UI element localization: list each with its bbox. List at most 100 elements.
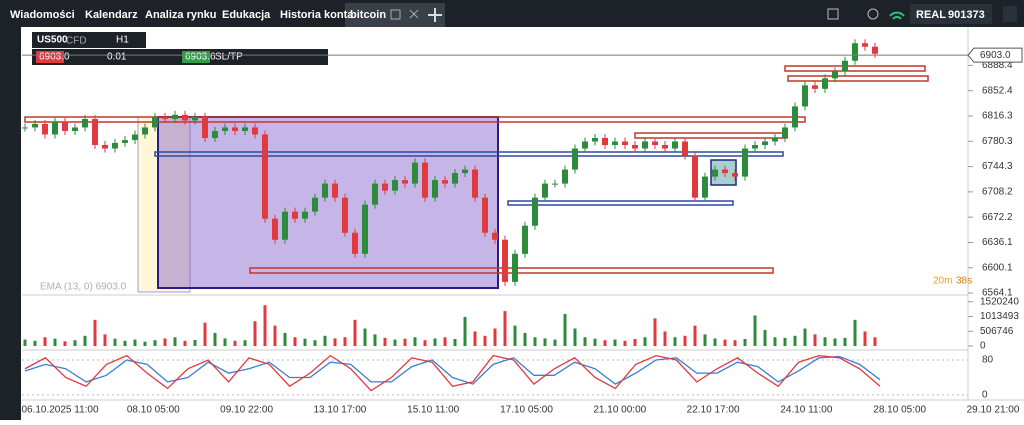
volume-bar bbox=[163, 338, 167, 346]
candle bbox=[32, 123, 38, 128]
account-box[interactable] bbox=[910, 4, 992, 24]
candle bbox=[362, 204, 368, 254]
candle bbox=[462, 169, 468, 174]
level[interactable] bbox=[634, 132, 788, 139]
volume-bar bbox=[63, 341, 67, 346]
tab[interactable]: Analiza rynku bbox=[145, 9, 217, 21]
volume-bar bbox=[123, 340, 127, 346]
buy-price[interactable]: 6903.6 bbox=[185, 52, 216, 63]
tab[interactable]: bitcoin bbox=[350, 9, 386, 21]
volume-bar bbox=[763, 330, 767, 346]
tab[interactable]: Edukacja bbox=[222, 9, 271, 21]
y-tick-label: 6672.2 bbox=[982, 212, 1013, 223]
level[interactable] bbox=[507, 200, 734, 206]
volume-bar bbox=[73, 340, 77, 346]
volume-bar bbox=[103, 334, 107, 346]
volume-bar bbox=[503, 311, 507, 346]
volume-bar bbox=[273, 325, 277, 346]
y-tick-label: 6636.1 bbox=[982, 237, 1013, 248]
account-id: 901373 bbox=[948, 9, 985, 21]
candle bbox=[292, 211, 298, 219]
volume-bar bbox=[433, 338, 437, 346]
tab[interactable]: Historia konta bbox=[280, 9, 354, 21]
candle bbox=[772, 137, 778, 142]
candle bbox=[492, 232, 498, 240]
candle bbox=[802, 85, 808, 107]
add-tab[interactable] bbox=[428, 8, 442, 22]
symbol[interactable]: US500 bbox=[37, 35, 68, 46]
volume-bar bbox=[53, 338, 57, 346]
level[interactable] bbox=[249, 267, 774, 274]
y-tick-label: 6852.4 bbox=[982, 85, 1013, 96]
sell-button[interactable] bbox=[36, 51, 64, 63]
menu[interactable] bbox=[1003, 6, 1017, 22]
candle bbox=[652, 141, 658, 146]
level[interactable] bbox=[787, 75, 929, 82]
icon[interactable] bbox=[827, 8, 839, 20]
sell-price[interactable]: 6903.0 bbox=[39, 52, 70, 63]
volume-bar bbox=[383, 337, 387, 346]
price-tag-label: 6903.0 bbox=[980, 50, 1011, 61]
candle bbox=[382, 183, 388, 191]
y-tick-label: 6564.1 bbox=[982, 288, 1013, 299]
level[interactable] bbox=[24, 116, 806, 123]
tab[interactable]: Wiadomości bbox=[10, 9, 75, 21]
volume-bar bbox=[443, 337, 447, 346]
candle bbox=[282, 211, 288, 240]
popout-icon[interactable] bbox=[390, 9, 401, 20]
candle bbox=[852, 43, 858, 61]
zone[interactable] bbox=[157, 116, 499, 289]
level[interactable] bbox=[784, 65, 926, 72]
candle bbox=[522, 225, 528, 254]
level[interactable] bbox=[154, 151, 784, 157]
volume-bar bbox=[693, 325, 697, 346]
volume-input[interactable]: 0.01 bbox=[107, 52, 127, 63]
volume-bar bbox=[643, 337, 647, 346]
candle bbox=[22, 127, 28, 129]
candle bbox=[262, 134, 268, 219]
volume-bar bbox=[233, 340, 237, 346]
volume-bar bbox=[343, 337, 347, 346]
buy-button[interactable] bbox=[182, 51, 210, 63]
volume-bar bbox=[833, 338, 837, 346]
volume-bar bbox=[473, 331, 477, 346]
volume-bar bbox=[263, 305, 267, 346]
volume-bar bbox=[853, 319, 857, 346]
sltp-button[interactable]: SL/TP bbox=[215, 52, 243, 63]
candle bbox=[272, 218, 278, 240]
volume-bar bbox=[593, 338, 597, 346]
x-tick-label: 29.10 21:00 bbox=[967, 405, 1020, 416]
volume-bar bbox=[303, 338, 307, 346]
volume-bar bbox=[203, 322, 207, 346]
x-tick-label: 13.10 17:00 bbox=[313, 405, 366, 416]
timeframe[interactable]: H1 bbox=[116, 35, 129, 46]
top-bar bbox=[0, 0, 1024, 27]
candle bbox=[72, 127, 78, 131]
volume-bar bbox=[243, 340, 247, 346]
zone[interactable] bbox=[137, 116, 191, 293]
tab[interactable]: Kalendarz bbox=[85, 9, 138, 21]
candle bbox=[192, 116, 198, 121]
volume-bar bbox=[143, 341, 147, 346]
y-tick-label: 1520240 bbox=[980, 296, 1019, 307]
volume-bar bbox=[633, 339, 637, 346]
candle bbox=[352, 232, 358, 254]
y-tick-label: 6888.4 bbox=[982, 60, 1013, 71]
bell[interactable] bbox=[867, 8, 879, 20]
candle bbox=[532, 197, 538, 226]
volume-bar bbox=[173, 337, 177, 346]
candle bbox=[672, 141, 678, 149]
candle bbox=[842, 60, 848, 72]
candle bbox=[642, 141, 648, 149]
volume-bar bbox=[663, 331, 667, 346]
candle bbox=[442, 180, 448, 184]
symbol-bar[interactable] bbox=[32, 32, 146, 48]
y-tick-label: 6708.2 bbox=[982, 187, 1013, 198]
volume-bar bbox=[793, 335, 797, 346]
volume-bar bbox=[513, 325, 517, 346]
close-icon[interactable] bbox=[409, 9, 419, 19]
candle bbox=[162, 116, 168, 120]
candle bbox=[322, 183, 328, 198]
symbol-type: CFD bbox=[66, 36, 87, 47]
volume-bar bbox=[703, 334, 707, 346]
